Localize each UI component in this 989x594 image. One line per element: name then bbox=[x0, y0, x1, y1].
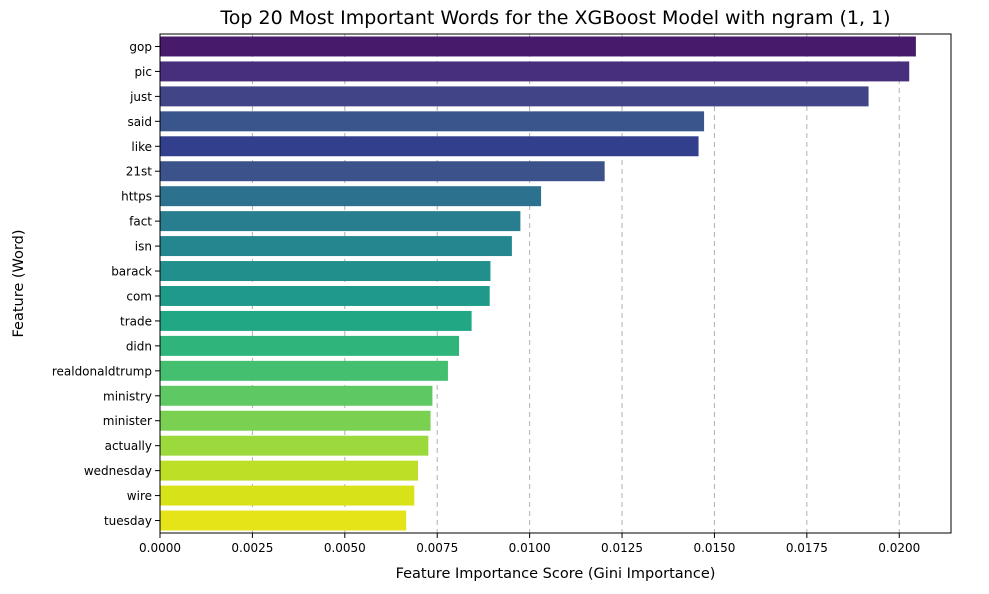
bar-minister bbox=[160, 410, 431, 431]
grid-lines bbox=[251, 34, 900, 533]
bar-barack bbox=[160, 261, 491, 282]
y-tick-label: barack bbox=[111, 265, 152, 279]
y-tick-label: like bbox=[131, 140, 152, 154]
y-tick-label: actually bbox=[105, 439, 152, 453]
y-tick-label: https bbox=[121, 190, 152, 204]
y-tick-label: com bbox=[126, 289, 152, 303]
y-tick-label: gop bbox=[129, 40, 152, 54]
bars bbox=[160, 36, 916, 531]
bar-trade bbox=[160, 310, 472, 331]
bar-ministry bbox=[160, 385, 433, 406]
y-tick-label: minister bbox=[103, 414, 152, 428]
x-tick-label: 0.0075 bbox=[416, 541, 458, 555]
y-tick-label: wire bbox=[127, 489, 152, 503]
y-tick-label: tuesday bbox=[104, 514, 152, 528]
y-tick-label: said bbox=[127, 115, 152, 129]
bar-didn bbox=[160, 335, 460, 356]
y-tick-label: isn bbox=[135, 240, 152, 254]
y-tick-label: wednesday bbox=[84, 464, 152, 478]
plot-frame bbox=[159, 33, 952, 534]
x-tick-label: 0.0125 bbox=[601, 541, 643, 555]
x-tick-label: 0.0150 bbox=[693, 541, 735, 555]
bar-gop bbox=[160, 36, 916, 57]
y-tick-label: pic bbox=[134, 65, 152, 79]
x-tick-labels: 0.0000 0.0025 0.0050 0.0075 0.0100 0.0125 0.01… bbox=[139, 533, 920, 555]
bar-21st bbox=[160, 161, 605, 182]
x-tick-label: 0.0175 bbox=[786, 541, 828, 555]
x-axis-label: Feature Importance Score (Gini Importanc… bbox=[396, 566, 716, 582]
chart-title: Top 20 Most Important Words for the XGBo… bbox=[219, 7, 890, 29]
y-tick-label: realdonaldtrump bbox=[52, 364, 152, 378]
y-tick-label: didn bbox=[126, 339, 152, 353]
y-tick-label: fact bbox=[129, 215, 152, 229]
y-tick-label: ministry bbox=[103, 389, 152, 403]
x-tick-label: 0.0200 bbox=[878, 541, 920, 555]
x-tick-label: 0.0050 bbox=[324, 541, 366, 555]
y-tick-labels: gop pic just said like 21st https fact isn barack… bbox=[52, 40, 160, 528]
bar-like bbox=[160, 136, 699, 157]
bar-actually bbox=[160, 435, 429, 456]
axes bbox=[159, 33, 952, 534]
bar-realdonaldtrump bbox=[160, 360, 448, 381]
x-tick-label: 0.0100 bbox=[509, 541, 551, 555]
bar-just bbox=[160, 86, 869, 107]
y-tick-label: 21st bbox=[126, 165, 153, 179]
y-axis-label: Feature (Word) bbox=[11, 230, 27, 338]
y-tick-label: trade bbox=[120, 314, 152, 328]
bar-fact bbox=[160, 211, 521, 232]
x-tick-label: 0.0025 bbox=[231, 541, 273, 555]
bar-wire bbox=[160, 485, 415, 506]
bar-tuesday bbox=[160, 510, 407, 531]
bar-said bbox=[160, 111, 705, 132]
bar-pic bbox=[160, 61, 910, 82]
bar-https bbox=[160, 186, 542, 207]
bar-isn bbox=[160, 236, 512, 257]
y-tick-label: just bbox=[129, 90, 152, 104]
bar-wednesday bbox=[160, 460, 418, 481]
x-tick-label: 0.0000 bbox=[139, 541, 181, 555]
bar-com bbox=[160, 285, 490, 306]
